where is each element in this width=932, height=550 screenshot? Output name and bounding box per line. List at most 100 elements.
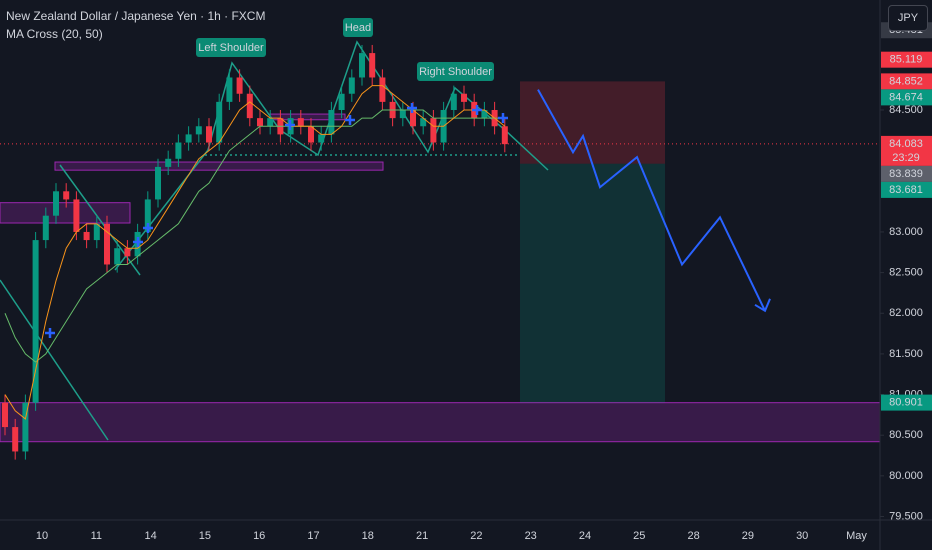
projection-arrowhead <box>754 298 771 313</box>
price-label-box <box>881 165 932 182</box>
candle-body <box>22 402 29 452</box>
candle-body <box>104 223 110 265</box>
candle-body <box>236 77 243 94</box>
candle-body <box>32 240 39 403</box>
annotation: Head <box>345 22 371 34</box>
projection-path <box>537 89 766 312</box>
y-tick-label: 84.500 <box>889 104 923 116</box>
currency-button[interactable]: JPY <box>888 5 928 31</box>
y-tick-label: 81.500 <box>889 348 923 360</box>
candle-body <box>63 191 70 200</box>
y-tick-label: 83.000 <box>889 226 923 238</box>
x-tick-label: 11 <box>91 530 102 542</box>
candle-body <box>175 142 182 159</box>
candle-body <box>267 118 274 127</box>
price-label: 84.674 <box>889 91 923 103</box>
candle-body <box>430 118 437 143</box>
zone <box>0 202 131 224</box>
target-zone <box>520 163 665 403</box>
ma-cross-marker <box>345 115 355 125</box>
trend-line <box>0 279 109 441</box>
x-tick-label: 16 <box>253 530 265 542</box>
candle-body <box>53 191 59 216</box>
x-tick-label: 10 <box>36 530 48 542</box>
candle-body <box>124 248 131 257</box>
zone <box>54 161 384 171</box>
ma-cross-marker <box>498 113 508 123</box>
x-tick-label: 29 <box>742 530 754 542</box>
candle-body <box>450 93 457 110</box>
candle-body <box>379 77 386 102</box>
candle-body <box>297 118 304 127</box>
candle-body <box>481 110 488 119</box>
moving-average <box>4 85 506 420</box>
trend-line <box>59 164 141 276</box>
price-label-box <box>881 135 932 166</box>
x-tick-label: May <box>846 530 867 542</box>
y-tick-label: 82.500 <box>889 267 923 279</box>
candle-body <box>399 110 406 119</box>
ma-cross-marker <box>143 223 153 233</box>
annotation-box <box>343 18 373 37</box>
y-tick-label: 79.500 <box>889 510 923 522</box>
candle-body <box>226 77 233 102</box>
candle-body <box>114 248 121 265</box>
x-tick-label: 28 <box>687 530 699 542</box>
y-tick-label: 82.000 <box>889 307 923 319</box>
x-tick-label: 17 <box>307 530 319 542</box>
price-label: 83.681 <box>889 184 923 196</box>
x-tick-label: 21 <box>416 530 428 542</box>
y-tick-label: 80.500 <box>889 429 923 441</box>
x-tick-label: 18 <box>362 530 374 542</box>
candle-body <box>348 77 355 94</box>
stop-zone <box>520 81 665 164</box>
x-tick-label: 22 <box>470 530 482 542</box>
x-tick-label: 14 <box>144 530 156 542</box>
moving-average <box>4 109 505 363</box>
x-tick-label: 23 <box>525 530 537 542</box>
candle-body <box>338 93 345 110</box>
x-tick-label: 15 <box>199 530 211 542</box>
candle-body <box>165 158 172 167</box>
annotation-box <box>417 62 494 81</box>
candle-body <box>93 223 100 241</box>
x-tick-label: 30 <box>796 530 808 542</box>
price-label-box <box>881 51 932 68</box>
candle-body <box>206 126 212 143</box>
price-label: 84.083 <box>889 138 923 150</box>
candle-body <box>144 199 151 232</box>
ma-cross-marker <box>285 120 295 130</box>
candle-body <box>73 199 80 232</box>
candle-body <box>308 126 314 143</box>
ma-cross-marker <box>472 105 482 115</box>
candle-body <box>369 53 376 78</box>
y-tick-label: 80.000 <box>889 470 923 482</box>
candle-body <box>42 215 49 241</box>
chart-title: New Zealand Dollar / Japanese Yen · 1h ·… <box>6 9 266 23</box>
price-label-box <box>881 89 932 106</box>
ma-cross-marker <box>407 103 417 113</box>
candle-body <box>12 427 19 452</box>
candle-body <box>195 126 202 135</box>
candle-body <box>328 110 335 135</box>
ma-cross-marker <box>133 237 143 247</box>
price-label: 83.839 <box>889 168 923 180</box>
x-tick-label: 24 <box>579 530 591 542</box>
annotation: Right Shoulder <box>419 66 492 78</box>
candle-body <box>461 93 467 102</box>
price-label: 85.119 <box>890 54 923 66</box>
zone <box>0 402 881 443</box>
candle-body <box>410 110 416 127</box>
ma-cross-marker <box>45 328 55 338</box>
annotation: Left Shoulder <box>198 42 264 54</box>
annotation-box <box>196 38 266 57</box>
price-label: 84.852 <box>889 75 923 87</box>
price-label-box <box>881 394 932 411</box>
candle-body <box>2 402 8 428</box>
candle-body <box>185 134 192 143</box>
price-label-box <box>881 181 932 198</box>
candle-body <box>216 101 223 143</box>
